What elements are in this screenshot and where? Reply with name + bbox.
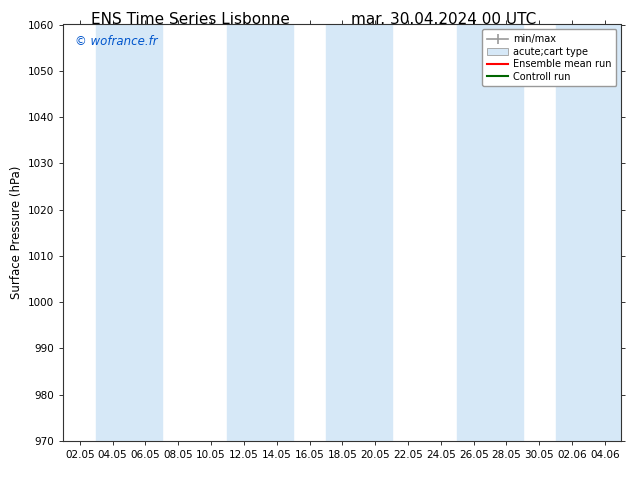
Y-axis label: Surface Pressure (hPa): Surface Pressure (hPa) (10, 166, 23, 299)
Bar (96, 24, 162, 441)
Text: ENS Time Series Lisbonne: ENS Time Series Lisbonne (91, 12, 290, 27)
Bar (228, 24, 293, 441)
Text: © wofrance.fr: © wofrance.fr (75, 35, 157, 48)
Text: mar. 30.04.2024 00 UTC: mar. 30.04.2024 00 UTC (351, 12, 536, 27)
Legend: min/max, acute;cart type, Ensemble mean run, Controll run: min/max, acute;cart type, Ensemble mean … (482, 29, 616, 86)
Bar (326, 24, 392, 441)
Bar (457, 24, 523, 441)
Bar (555, 24, 621, 441)
